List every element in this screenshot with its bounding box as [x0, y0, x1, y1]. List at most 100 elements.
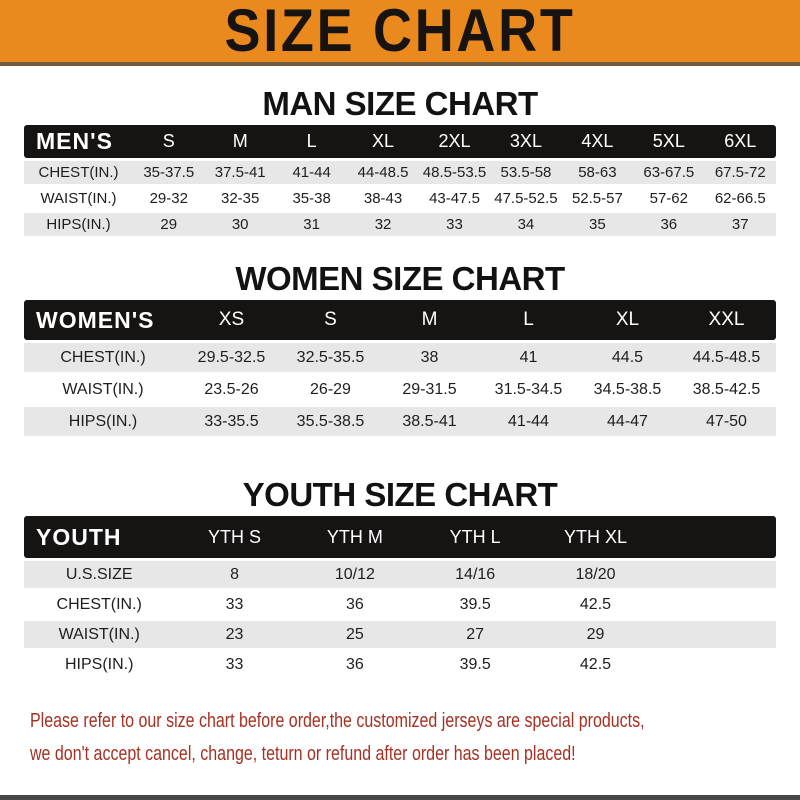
table-cell: 62-66.5: [704, 187, 776, 210]
table-cell: 44-47: [577, 407, 677, 436]
table-cell: 34.5-38.5: [577, 375, 677, 404]
table-row: U.S.SIZE 8 10/12 14/16 18/20: [24, 561, 776, 588]
table-cell: 47.5-52.5: [490, 187, 562, 210]
table-cell: 44.5: [577, 343, 677, 372]
youth-size-table: YOUTH YTH S YTH M YTH L YTH XL U.S.SIZE 8 10/12…: [24, 513, 776, 681]
table-cell: 63-67.5: [633, 161, 705, 184]
row-label: WAIST(IN.): [24, 375, 182, 404]
column-header: L: [478, 300, 578, 340]
table-cell: 31: [275, 213, 348, 236]
table-cell: 39.5: [415, 651, 536, 678]
table-cell: 47-50: [676, 407, 776, 436]
size-chart-banner: SIZE CHART: [0, 0, 800, 66]
table-row: HIPS(IN.) 33-35.5 35.5-38.5 38.5-41 41-44 44-…: [24, 407, 776, 436]
footer-note-line1: Please refer to our size chart before or…: [30, 710, 645, 732]
column-header: XL: [347, 125, 419, 158]
column-header: M: [204, 125, 276, 158]
table-cell: 36: [294, 591, 416, 618]
table-cell: 44.5-48.5: [676, 343, 776, 372]
table-cell: 26-29: [280, 375, 380, 404]
table-row: WAIST(IN.) 23.5-26 26-29 29-31.5 31.5-34.5 34…: [24, 375, 776, 404]
table-cell: 33-35.5: [181, 407, 281, 436]
column-header: L: [275, 125, 348, 158]
table-cell: 23: [174, 621, 295, 648]
table-cell: 58-63: [561, 161, 634, 184]
table-cell: 27: [415, 621, 536, 648]
women-section-heading: WOMEN SIZE CHART: [235, 260, 565, 297]
table-cell: 25: [294, 621, 416, 648]
table-cell: 23.5-26: [181, 375, 281, 404]
row-label: WAIST(IN.): [24, 621, 175, 648]
empty-cell: [655, 591, 776, 618]
table-header-row: YOUTH YTH S YTH M YTH L YTH XL: [24, 516, 776, 558]
table-cell: 43-47.5: [418, 187, 491, 210]
table-row: WAIST(IN.) 23 25 27 29: [24, 621, 776, 648]
row-label: HIPS(IN.): [24, 651, 175, 678]
table-cell: 41-44: [275, 161, 348, 184]
table-cell: 32: [347, 213, 419, 236]
women-size-table: WOMEN'S XS S M L XL XXL CHEST(IN.) 29.5-32.5 32.5…: [24, 297, 776, 439]
table-header-label: WOMEN'S: [24, 300, 182, 340]
table-row: HIPS(IN.) 29 30 31 32 33 34 35 36 37: [24, 213, 776, 236]
table-cell: 42.5: [535, 651, 656, 678]
column-header: XS: [181, 300, 281, 340]
table-cell: 35: [561, 213, 634, 236]
column-header: YTH M: [294, 516, 416, 558]
row-label: CHEST(IN.): [24, 343, 182, 372]
table-cell: 18/20: [535, 561, 656, 588]
table-header-row: MEN'S S M L XL 2XL 3XL 4XL 5XL 6XL: [24, 125, 776, 158]
table-cell: 29.5-32.5: [181, 343, 281, 372]
table-cell: 32-35: [204, 187, 276, 210]
table-cell: 48.5-53.5: [418, 161, 491, 184]
table-cell: 37.5-41: [204, 161, 276, 184]
table-cell: 8: [174, 561, 295, 588]
column-header: 2XL: [418, 125, 491, 158]
empty-header-cell: [655, 516, 776, 558]
table-cell: 41-44: [478, 407, 578, 436]
footer-note: Please refer to our size chart before or…: [30, 705, 646, 771]
youth-section-heading: YOUTH SIZE CHART: [242, 476, 558, 513]
footer-note-line2: we don't accept cancel, change, teturn o…: [30, 743, 576, 765]
table-cell: 57-62: [633, 187, 705, 210]
row-label: U.S.SIZE: [24, 561, 175, 588]
table-cell: 33: [418, 213, 491, 236]
table-cell: 38-43: [347, 187, 419, 210]
table-cell: 30: [204, 213, 276, 236]
table-cell: 34: [490, 213, 562, 236]
column-header: S: [133, 125, 205, 158]
row-label: HIPS(IN.): [24, 213, 134, 236]
table-cell: 31.5-34.5: [478, 375, 578, 404]
empty-cell: [655, 651, 776, 678]
column-header: YTH XL: [535, 516, 656, 558]
table-row: CHEST(IN.) 35-37.5 37.5-41 41-44 44-48.5 48.5…: [24, 161, 776, 184]
table-header-label: YOUTH: [24, 516, 175, 558]
table-cell: 41: [478, 343, 578, 372]
row-label: CHEST(IN.): [24, 591, 175, 618]
row-label: WAIST(IN.): [24, 187, 134, 210]
table-cell: 35.5-38.5: [280, 407, 380, 436]
column-header: YTH L: [415, 516, 536, 558]
table-row: HIPS(IN.) 33 36 39.5 42.5: [24, 651, 776, 678]
column-header: 3XL: [490, 125, 562, 158]
column-header: 5XL: [633, 125, 705, 158]
table-cell: 14/16: [415, 561, 536, 588]
table-row: CHEST(IN.) 33 36 39.5 42.5: [24, 591, 776, 618]
table-cell: 38: [379, 343, 479, 372]
table-cell: 44-48.5: [347, 161, 419, 184]
table-cell: 37: [704, 213, 776, 236]
table-cell: 38.5-41: [379, 407, 479, 436]
table-row: CHEST(IN.) 29.5-32.5 32.5-35.5 38 41 44.5 44.5…: [24, 343, 776, 372]
column-header: M: [379, 300, 479, 340]
column-header: S: [280, 300, 380, 340]
table-cell: 29-32: [133, 187, 205, 210]
table-cell: 35-38: [275, 187, 348, 210]
table-cell: 33: [174, 591, 295, 618]
table-cell: 35-37.5: [133, 161, 205, 184]
column-header: YTH S: [174, 516, 295, 558]
table-cell: 39.5: [415, 591, 536, 618]
row-label: HIPS(IN.): [24, 407, 182, 436]
table-cell: 29: [535, 621, 656, 648]
table-cell: 29: [133, 213, 205, 236]
table-cell: 67.5-72: [704, 161, 776, 184]
table-header-row: WOMEN'S XS S M L XL XXL: [24, 300, 776, 340]
